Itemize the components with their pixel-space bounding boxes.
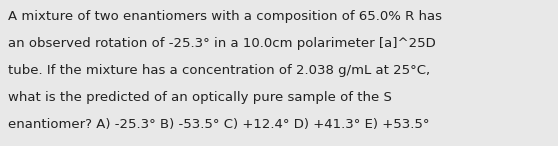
Text: enantiomer? A) -25.3° B) -53.5° C) +12.4° D) +41.3° E) +53.5°: enantiomer? A) -25.3° B) -53.5° C) +12.4… (8, 118, 430, 131)
Text: A mixture of two enantiomers with a composition of 65.0% R has: A mixture of two enantiomers with a comp… (8, 10, 442, 23)
Text: an observed rotation of -25.3° in a 10.0cm polarimeter [a]^25D: an observed rotation of -25.3° in a 10.0… (8, 37, 436, 50)
Text: tube. If the mixture has a concentration of 2.038 g/mL at 25°C,: tube. If the mixture has a concentration… (8, 64, 430, 77)
Text: what is the predicted of an optically pure sample of the S: what is the predicted of an optically pu… (8, 91, 392, 104)
